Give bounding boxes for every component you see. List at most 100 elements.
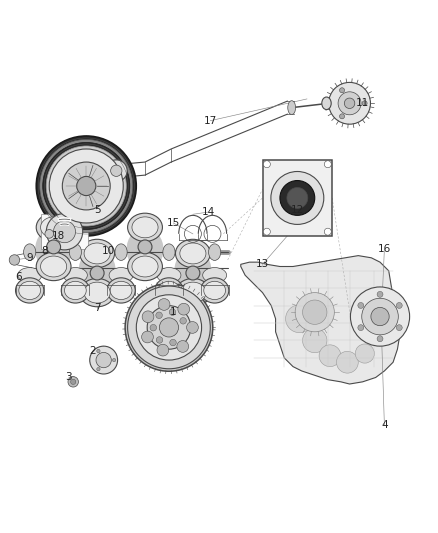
Ellipse shape [180,282,206,303]
Circle shape [97,349,100,353]
Ellipse shape [64,281,86,300]
Circle shape [336,351,358,373]
Circle shape [90,346,117,374]
Circle shape [159,318,179,337]
Circle shape [358,303,364,309]
Ellipse shape [176,278,210,307]
Circle shape [136,295,201,360]
Circle shape [125,284,213,372]
Circle shape [303,328,327,353]
Circle shape [355,344,374,363]
Circle shape [178,303,190,315]
Ellipse shape [80,239,115,268]
Ellipse shape [18,268,42,283]
Text: 7: 7 [94,303,100,313]
Text: 2: 2 [89,346,96,357]
Circle shape [150,325,156,331]
Text: 10: 10 [102,246,115,256]
Circle shape [324,228,331,235]
Circle shape [9,255,20,265]
Circle shape [280,181,315,215]
Circle shape [263,161,270,168]
Circle shape [295,293,334,332]
Circle shape [271,172,324,224]
Ellipse shape [176,239,210,268]
Circle shape [286,305,314,333]
Text: 6: 6 [15,272,22,282]
Circle shape [156,337,163,343]
Ellipse shape [203,268,226,283]
Text: 13: 13 [256,260,269,269]
Ellipse shape [158,281,180,300]
Circle shape [97,367,100,371]
Ellipse shape [163,244,175,261]
Circle shape [339,88,345,93]
Circle shape [187,321,198,333]
Circle shape [46,146,126,226]
Ellipse shape [174,249,212,292]
Text: 1: 1 [170,307,177,317]
Circle shape [180,318,187,324]
Circle shape [77,176,96,196]
Circle shape [113,358,116,362]
Ellipse shape [186,266,200,280]
Ellipse shape [69,244,81,261]
Ellipse shape [15,278,44,303]
Circle shape [157,344,169,356]
Circle shape [339,114,345,119]
Circle shape [396,325,402,330]
Circle shape [263,228,270,235]
Circle shape [158,298,170,310]
Text: 12: 12 [291,205,304,215]
Ellipse shape [84,243,110,264]
Text: 15: 15 [167,218,180,228]
Text: 4: 4 [381,421,388,430]
Ellipse shape [132,256,158,277]
Text: 11: 11 [356,98,369,108]
Text: 17: 17 [204,116,217,126]
Ellipse shape [79,249,116,292]
Ellipse shape [180,243,206,264]
Text: 8: 8 [42,246,48,256]
Ellipse shape [41,217,67,238]
Circle shape [287,188,308,208]
Ellipse shape [127,228,163,271]
Circle shape [127,286,210,369]
Circle shape [106,160,127,182]
Circle shape [377,336,383,342]
Circle shape [362,101,367,106]
Ellipse shape [127,252,162,281]
Circle shape [303,300,327,325]
Ellipse shape [201,278,229,303]
Circle shape [53,221,75,243]
Ellipse shape [61,278,89,303]
Bar [262,160,332,236]
Circle shape [43,142,130,230]
Circle shape [68,377,78,387]
Circle shape [170,340,176,346]
Circle shape [177,341,189,352]
Circle shape [328,83,371,124]
Ellipse shape [208,244,221,261]
Ellipse shape [155,278,183,303]
Circle shape [71,379,76,384]
Ellipse shape [90,266,104,280]
Ellipse shape [127,213,162,241]
Circle shape [369,325,387,343]
Text: 5: 5 [94,205,100,215]
Ellipse shape [138,240,152,254]
Circle shape [45,230,53,238]
Text: 16: 16 [378,244,391,254]
Ellipse shape [84,282,110,303]
Circle shape [324,161,331,168]
Circle shape [371,308,389,326]
Circle shape [141,331,153,343]
Text: 9: 9 [26,253,33,263]
Circle shape [169,309,176,316]
Ellipse shape [24,244,36,261]
Ellipse shape [36,252,71,281]
Text: 3: 3 [66,373,72,383]
Circle shape [344,98,355,109]
Text: 18: 18 [51,231,64,241]
Circle shape [46,214,83,250]
